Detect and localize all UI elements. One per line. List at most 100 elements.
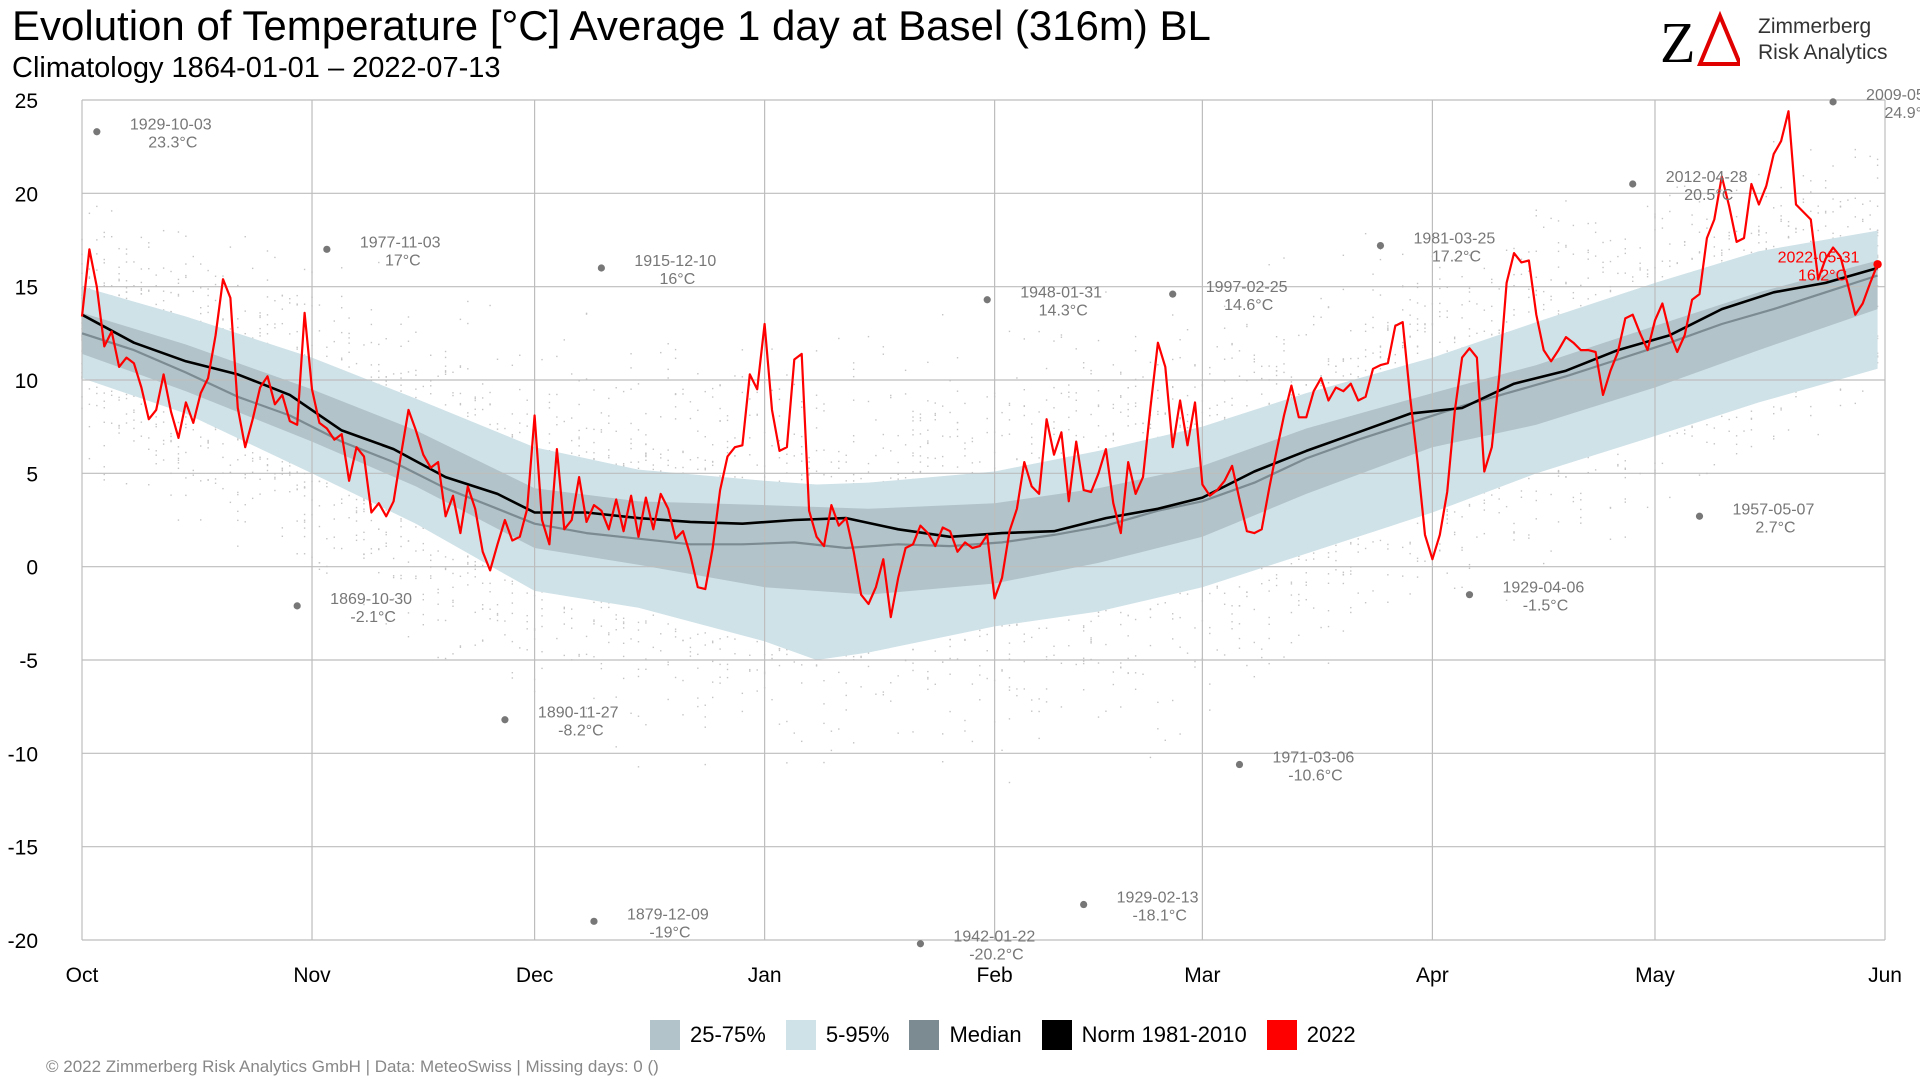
scatter-dot [444, 365, 447, 367]
scatter-dot [660, 457, 662, 459]
scatter-dot [1090, 369, 1092, 372]
scatter-dot [674, 676, 677, 679]
scatter-dot [274, 489, 276, 492]
scatter-dot [155, 416, 157, 418]
scatter-dot [1312, 558, 1315, 560]
scatter-dot [1312, 607, 1315, 609]
scatter-dot [1157, 728, 1159, 730]
scatter-dot [185, 423, 187, 426]
scatter-dot [674, 636, 677, 638]
scatter-dot [645, 658, 647, 660]
scatter-dot [192, 255, 194, 258]
scatter-dot [711, 696, 714, 699]
scatter-dot [148, 437, 150, 439]
scatter-dot [778, 440, 781, 442]
scatter-dot [481, 397, 484, 399]
scatter-dot [519, 647, 521, 649]
scatter-dot [318, 304, 321, 306]
scatter-dot [578, 438, 580, 440]
scatter-dot [1031, 436, 1033, 439]
scatter-dot [719, 638, 721, 640]
scatter-dot [941, 761, 944, 763]
scatter-dot [1669, 496, 1671, 499]
scatter-dot [1238, 637, 1241, 640]
company-logo: Z Zimmerberg Risk Analytics [1660, 10, 1900, 70]
scatter-dot [1728, 418, 1730, 421]
scatter-dot [1535, 490, 1537, 492]
scatter-dot [237, 510, 239, 513]
scatter-dot [815, 407, 818, 409]
scatter-dot [118, 247, 120, 250]
scatter-dot [340, 267, 343, 269]
scatter-dot [949, 657, 951, 660]
scatter-dot [1008, 642, 1011, 644]
scatter-dot [1238, 647, 1241, 649]
scatter-dot [1609, 506, 1612, 509]
scatter-dot [1468, 563, 1471, 566]
scatter-dot [1223, 358, 1226, 360]
scatter-dot [1082, 660, 1085, 662]
scatter-dot [786, 453, 788, 456]
scatter-dot [170, 439, 172, 442]
scatter-dot [593, 457, 595, 460]
scatter-dot [511, 434, 514, 436]
scatter-dot [593, 620, 595, 623]
scatter-dot [1565, 244, 1567, 247]
scatter-dot [1542, 303, 1545, 306]
scatter-dot [615, 387, 617, 389]
scatter-dot [318, 562, 321, 564]
scatter-dot [430, 577, 432, 579]
scatter-dot [340, 307, 343, 309]
scatter-dot [1290, 376, 1293, 378]
scatter-dot [600, 662, 603, 665]
scatter-dot [1268, 616, 1270, 619]
scatter-dot [927, 440, 929, 442]
scatter-dot [162, 309, 165, 311]
scatter-dot [608, 415, 610, 417]
scatter-dot [697, 468, 699, 471]
scatter-dot [838, 337, 840, 340]
scatter-dot [296, 294, 298, 297]
scatter-dot [1535, 499, 1537, 502]
scatter-dot [162, 229, 165, 232]
chart-title: Evolution of Temperature [°C] Average 1 … [12, 2, 1211, 49]
scatter-dot [1342, 288, 1345, 291]
scatter-dot [667, 449, 669, 451]
scatter-dot [949, 638, 951, 641]
scatter-dot [133, 419, 135, 421]
scatter-dot [1461, 317, 1463, 319]
scatter-dot [867, 665, 870, 668]
scatter-dot [296, 303, 298, 305]
scatter-dot [1505, 599, 1508, 602]
scatter-dot [912, 471, 914, 473]
scatter-dot [251, 452, 254, 454]
scatter-dot [1223, 305, 1226, 308]
scatter-dot [1735, 443, 1738, 446]
scatter-dot [415, 369, 417, 372]
scatter-dot [1587, 251, 1589, 254]
scatter-dot [1283, 339, 1285, 341]
scatter-dot [1624, 252, 1627, 255]
scatter-dot [303, 481, 306, 483]
scatter-dot [244, 504, 246, 506]
scatter-dot [1275, 584, 1278, 587]
scatter-dot [1172, 385, 1174, 388]
scatter-dot [1023, 388, 1026, 391]
scatter-dot [1327, 625, 1330, 628]
scatter-dot [1713, 255, 1716, 257]
scatter-dot [697, 373, 699, 375]
scatter-dot [1038, 737, 1040, 740]
scatter-dot [1520, 273, 1523, 276]
scatter-dot [1387, 601, 1389, 603]
scatter-dot [526, 425, 528, 427]
scatter-dot [608, 457, 610, 459]
scatter-dot [1461, 546, 1463, 549]
scatter-dot [1179, 426, 1181, 428]
scatter-dot [1617, 272, 1619, 275]
scatter-dot [571, 417, 573, 419]
scatter-dot [749, 398, 751, 400]
scatter-dot [793, 732, 795, 734]
scatter-dot [318, 330, 321, 332]
scatter-dot [793, 661, 795, 663]
scatter-dot [459, 646, 462, 648]
